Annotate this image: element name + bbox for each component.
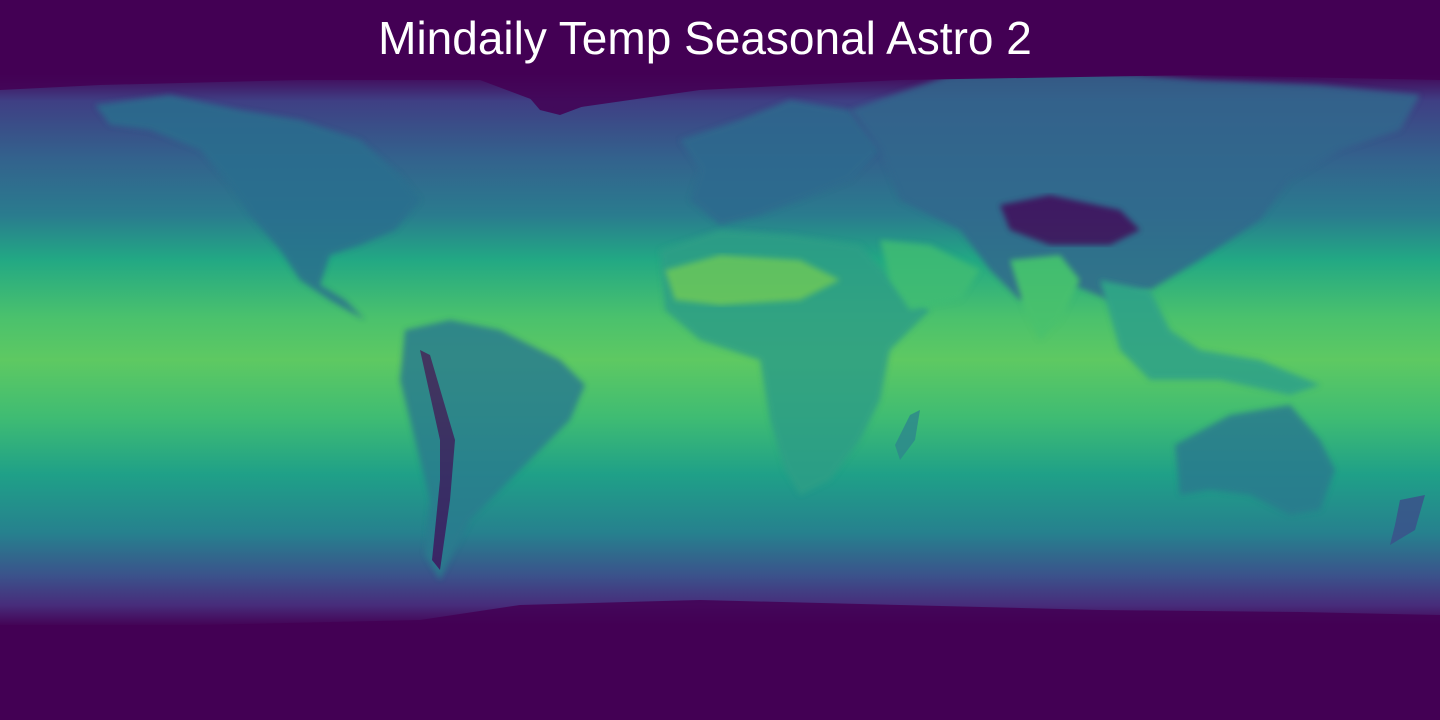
southeast-asia (1100, 280, 1320, 395)
andes (420, 350, 455, 570)
australia (1175, 405, 1335, 515)
tibetan-plateau (1000, 195, 1140, 245)
asia (850, 70, 1420, 300)
new-zealand (1390, 495, 1425, 545)
arctic (0, 0, 1440, 110)
antarctica (0, 600, 1440, 720)
india (1010, 255, 1080, 340)
arabia (880, 240, 980, 310)
madagascar (895, 410, 920, 460)
sahara (665, 255, 840, 305)
north-america (95, 95, 420, 320)
map-title: Mindaily Temp Seasonal Astro 2 (378, 12, 1032, 64)
europe (680, 100, 880, 225)
